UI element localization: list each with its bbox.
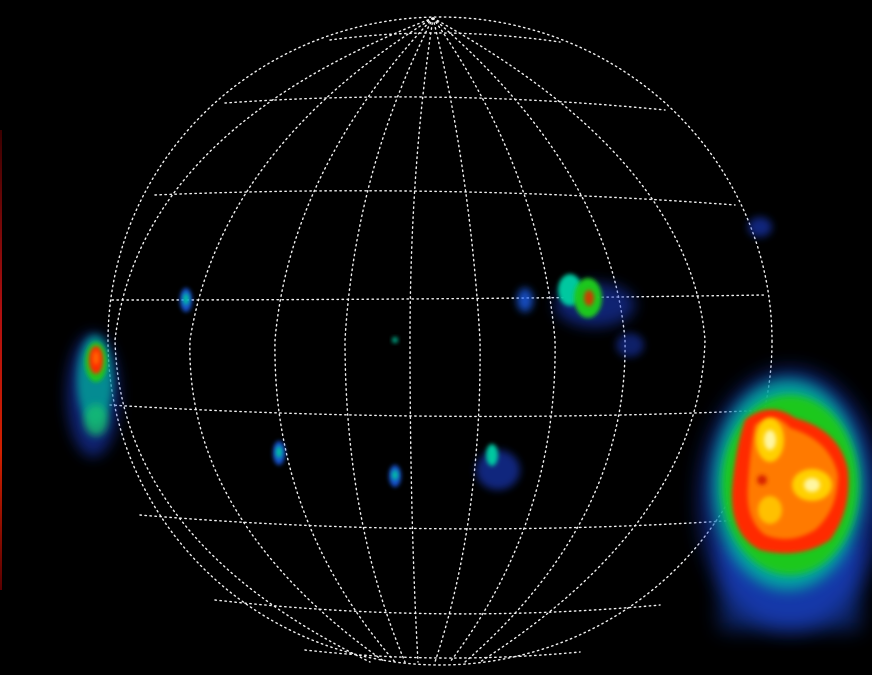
spot-northwest-small	[180, 288, 192, 312]
latitude-line	[139, 514, 741, 530]
latitude-line	[224, 96, 666, 111]
latitude-line	[154, 190, 736, 206]
spot-cluster-north	[517, 274, 644, 357]
meridian-line	[432, 17, 626, 663]
solar-limb-outline	[107, 16, 773, 666]
limb-source-west-flare	[700, 370, 872, 630]
meridian-line	[189, 17, 434, 663]
meridian-line	[409, 17, 434, 663]
limb-source-east	[67, 333, 119, 457]
latitude-line	[214, 599, 661, 615]
emission-sources	[67, 217, 872, 630]
meridian-line	[274, 17, 434, 663]
heliographic-grid	[107, 16, 773, 666]
spot-south-mid	[476, 444, 520, 490]
meridian-line	[344, 17, 434, 663]
edge-artifact-strip	[0, 130, 2, 590]
meridian-line	[114, 17, 434, 663]
meridian-line	[432, 17, 481, 663]
spot-south-left	[273, 441, 285, 465]
spot-south-center	[389, 465, 401, 487]
meridian-line	[432, 17, 706, 663]
latitude-line	[111, 294, 766, 301]
meridian-line	[432, 17, 556, 663]
latitude-line	[304, 649, 581, 659]
spot-upper-right-faint	[748, 217, 772, 237]
spot-center-dot	[392, 337, 398, 343]
latitude-line	[329, 32, 561, 43]
latitude-line	[109, 404, 771, 418]
